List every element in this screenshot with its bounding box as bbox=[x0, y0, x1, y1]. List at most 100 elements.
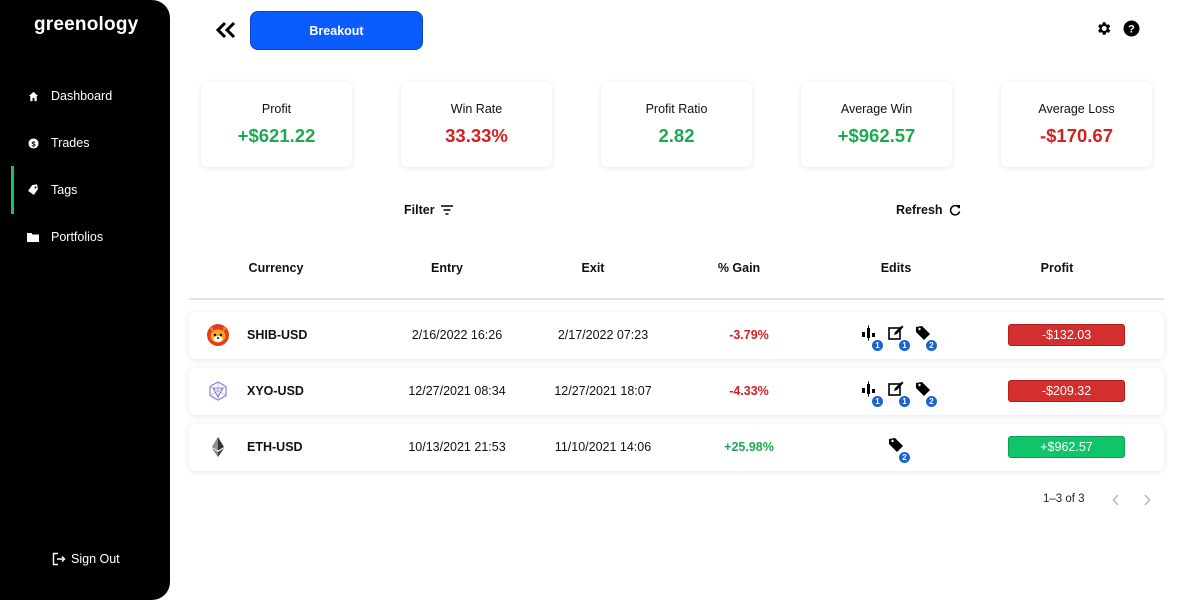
sidebar-item-label: Tags bbox=[51, 183, 78, 197]
exit-cell: 11/10/2021 14:06 bbox=[554, 440, 652, 454]
header-divider bbox=[189, 298, 1164, 300]
next-page-button[interactable] bbox=[1142, 493, 1154, 507]
gain-cell: -3.79% bbox=[729, 328, 769, 342]
entry-cell: 2/16/2022 16:26 bbox=[411, 328, 503, 342]
shib-coin-icon bbox=[206, 323, 230, 347]
column-header-edits[interactable]: Edits bbox=[880, 261, 912, 275]
folder-icon bbox=[26, 232, 40, 242]
edits-cell: 2 bbox=[888, 437, 918, 464]
gear-icon bbox=[1098, 22, 1111, 35]
sidebar-item-label: Dashboard bbox=[51, 89, 113, 103]
stat-value: +$621.22 bbox=[237, 125, 316, 146]
home-icon bbox=[26, 91, 40, 102]
stat-value: -$170.67 bbox=[1039, 125, 1114, 146]
sidebar: greenology Dashboard $ Trades Tags Portf… bbox=[0, 0, 170, 600]
settings-button[interactable] bbox=[1095, 20, 1112, 37]
column-header-currency[interactable]: Currency bbox=[248, 261, 304, 275]
stat-value: 33.33% bbox=[445, 125, 508, 146]
eth-coin-icon bbox=[206, 435, 230, 459]
edit-count-badge: 1 bbox=[898, 395, 911, 408]
stat-label: Profit bbox=[261, 102, 292, 116]
candlestick-edit-button[interactable]: 1 bbox=[861, 325, 884, 352]
tag-icon bbox=[889, 438, 903, 452]
edit-count-badge: 2 bbox=[898, 451, 911, 464]
currency-cell: ETH-USD bbox=[247, 440, 303, 454]
double-chevron-left-icon bbox=[215, 21, 236, 39]
stat-card-average-win: Average Win +$962.57 bbox=[801, 82, 952, 167]
stat-label: Profit Ratio bbox=[645, 102, 708, 116]
exit-cell: 2/17/2022 07:23 bbox=[557, 328, 649, 342]
previous-page-button[interactable] bbox=[1111, 493, 1123, 507]
column-header-gain[interactable]: % Gain bbox=[717, 261, 761, 275]
refresh-button[interactable]: Refresh bbox=[896, 203, 961, 217]
sign-out-button[interactable]: Sign Out bbox=[52, 552, 120, 566]
column-header-exit[interactable]: Exit bbox=[581, 261, 605, 275]
sidebar-item-trades[interactable]: $ Trades bbox=[0, 125, 170, 161]
edit-count-badge: 1 bbox=[871, 395, 884, 408]
refresh-icon bbox=[949, 204, 960, 216]
tag-edit-button[interactable]: 2 bbox=[888, 437, 911, 464]
brand-logo: greenology bbox=[34, 14, 139, 35]
svg-text:$: $ bbox=[31, 139, 35, 148]
stat-card-win-rate: Win Rate 33.33% bbox=[401, 82, 552, 167]
profit-pill: -$209.32 bbox=[1008, 380, 1125, 402]
tag-icon bbox=[26, 184, 40, 196]
sidebar-item-label: Trades bbox=[51, 136, 90, 150]
edit-count-badge: 2 bbox=[925, 395, 938, 408]
edits-cell: 1 1 2 bbox=[861, 381, 941, 408]
refresh-label: Refresh bbox=[896, 203, 943, 217]
stat-value: +$962.57 bbox=[837, 125, 916, 146]
stat-label: Win Rate bbox=[450, 102, 503, 116]
svg-text:?: ? bbox=[1128, 24, 1135, 36]
dollar-icon: $ bbox=[26, 137, 40, 149]
edits-cell: 1 1 2 bbox=[861, 325, 941, 352]
stat-card-average-loss: Average Loss -$170.67 bbox=[1001, 82, 1152, 167]
profit-pill: +$962.57 bbox=[1008, 436, 1125, 458]
pagination-range: 1–3 of 3 bbox=[1043, 493, 1085, 505]
filter-label: Filter bbox=[404, 203, 435, 217]
currency-cell: XYO-USD bbox=[247, 384, 304, 398]
candlestick-edit-button[interactable]: 1 bbox=[861, 381, 884, 408]
entry-cell: 12/27/2021 08:34 bbox=[408, 384, 506, 398]
breakout-button[interactable]: Breakout bbox=[250, 11, 423, 50]
candlestick-icon bbox=[862, 381, 875, 397]
tag-icon bbox=[916, 326, 930, 340]
chevron-left-icon bbox=[1112, 494, 1119, 506]
help-button[interactable]: ? bbox=[1123, 20, 1140, 37]
stat-value: 2.82 bbox=[658, 125, 695, 146]
edit-count-badge: 1 bbox=[898, 339, 911, 352]
filter-icon bbox=[440, 205, 453, 215]
tag-icon bbox=[916, 382, 930, 396]
stat-label: Average Win bbox=[840, 102, 913, 116]
edit-count-badge: 1 bbox=[871, 339, 884, 352]
sidebar-item-tags[interactable]: Tags bbox=[0, 166, 170, 214]
sidebar-item-dashboard[interactable]: Dashboard bbox=[0, 78, 170, 114]
table-row[interactable]: SHIB-USD 2/16/2022 16:26 2/17/2022 07:23… bbox=[189, 312, 1164, 359]
table-row[interactable]: XYO-USD 12/27/2021 08:34 12/27/2021 18:0… bbox=[189, 368, 1164, 415]
entry-cell: 10/13/2021 21:53 bbox=[408, 440, 506, 454]
note-edit-button[interactable]: 1 bbox=[888, 381, 911, 408]
tag-edit-button[interactable]: 2 bbox=[915, 381, 938, 408]
gain-cell: -4.33% bbox=[729, 384, 769, 398]
gain-cell: +25.98% bbox=[724, 440, 774, 454]
sidebar-item-portfolios[interactable]: Portfolios bbox=[0, 219, 170, 255]
sign-out-label: Sign Out bbox=[71, 552, 120, 566]
stat-label: Average Loss bbox=[1038, 102, 1115, 116]
tag-edit-button[interactable]: 2 bbox=[915, 325, 938, 352]
pencil-icon bbox=[888, 325, 904, 340]
profit-pill: -$132.03 bbox=[1008, 324, 1125, 346]
filter-button[interactable]: Filter bbox=[404, 203, 453, 217]
xyo-coin-icon bbox=[206, 379, 230, 403]
collapse-sidebar-button[interactable] bbox=[214, 19, 238, 41]
sidebar-item-label: Portfolios bbox=[51, 230, 104, 244]
stat-card-profit: Profit +$621.22 bbox=[201, 82, 352, 167]
edit-count-badge: 2 bbox=[925, 339, 938, 352]
currency-cell: SHIB-USD bbox=[247, 328, 308, 342]
column-header-entry[interactable]: Entry bbox=[431, 261, 463, 275]
exit-cell: 12/27/2021 18:07 bbox=[554, 384, 652, 398]
table-row[interactable]: ETH-USD 10/13/2021 21:53 11/10/2021 14:0… bbox=[189, 424, 1164, 471]
stat-card-profit-ratio: Profit Ratio 2.82 bbox=[601, 82, 752, 167]
note-edit-button[interactable]: 1 bbox=[888, 325, 911, 352]
pencil-icon bbox=[888, 381, 904, 396]
column-header-profit[interactable]: Profit bbox=[1040, 261, 1074, 275]
